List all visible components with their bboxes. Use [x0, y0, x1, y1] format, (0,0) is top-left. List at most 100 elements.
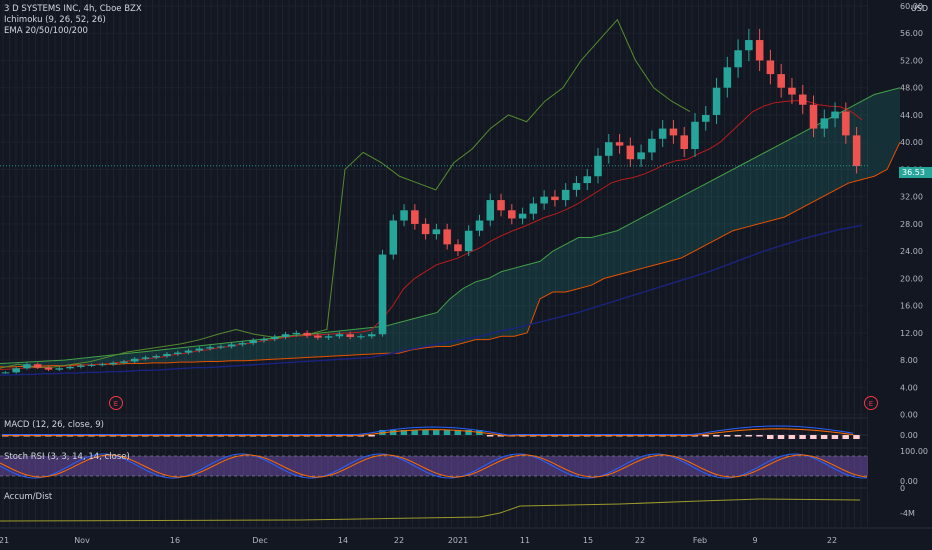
stoch-tick-label: 100.00: [900, 447, 928, 456]
ichimoku-cloud: [0, 87, 900, 367]
candle-body: [163, 353, 171, 357]
earnings-marker-icon[interactable]: E: [109, 396, 123, 410]
macd-histogram-bar: [411, 430, 418, 435]
candle-body: [831, 111, 839, 119]
candle-body: [454, 244, 462, 252]
candle-body: [464, 230, 473, 252]
candle-body: [227, 344, 236, 347]
symbol-title[interactable]: 3 D SYSTEMS INC, 4h, Cboe BZX: [4, 4, 142, 14]
candle-body: [141, 357, 150, 359]
candle-body: [324, 336, 333, 338]
candle-body: [23, 364, 31, 369]
candle-body: [184, 350, 193, 353]
candle-body: [120, 361, 128, 363]
candle-body: [260, 339, 268, 341]
y-tick-label: 20.00: [900, 274, 923, 283]
candle-body: [421, 223, 430, 235]
candle-body: [605, 142, 613, 156]
macd-histogram-bar: [767, 435, 774, 439]
y-tick-label: 12.00: [900, 329, 923, 338]
candle-body: [389, 220, 398, 255]
macd-pane-title[interactable]: MACD (12, 26, close, 9): [4, 420, 104, 430]
x-tick-label: 22: [394, 536, 404, 545]
ema-indicator-label[interactable]: EMA 20/50/100/200: [4, 26, 88, 36]
candle-body: [572, 183, 581, 190]
macd-histogram-bar: [745, 435, 752, 437]
candle-body: [551, 196, 559, 201]
candle-body: [174, 352, 182, 354]
candle-body: [77, 365, 85, 367]
candle-body: [820, 118, 829, 129]
cloud-lower-line: [0, 141, 901, 368]
macd-histogram-bar: [702, 435, 709, 437]
macd-histogram-bar: [842, 435, 849, 439]
candle-body: [109, 362, 117, 365]
candle-body: [637, 152, 645, 160]
macd-histogram-bar: [788, 435, 796, 439]
y-tick-label: 4.00: [900, 383, 918, 392]
candle-body: [33, 364, 42, 368]
x-tick-label: 22: [827, 536, 837, 545]
candle-body: [691, 121, 699, 150]
macd-histogram-bar: [443, 430, 451, 435]
macd-histogram-bar: [433, 430, 440, 435]
candle-body: [12, 368, 20, 373]
candle-body: [44, 367, 53, 370]
x-tick-label: 21: [0, 536, 9, 545]
accum-tick-label: 0: [900, 484, 905, 493]
candle-body: [411, 210, 419, 224]
stoch-tick-label: 0.00: [900, 477, 918, 486]
candle-body: [217, 346, 225, 348]
y-tick-label: 56.00: [900, 29, 923, 38]
accum-dist-pane-title[interactable]: Accum/Dist: [4, 492, 53, 502]
candle-body: [195, 348, 204, 351]
candle-body: [626, 145, 635, 160]
stoch-d-line: [0, 454, 868, 478]
candle-body: [486, 200, 495, 221]
candle-body: [561, 189, 570, 201]
candle-body: [798, 94, 807, 105]
ema-20-line: [0, 100, 863, 371]
macd-histogram-bar: [486, 435, 494, 437]
candle-body: [669, 128, 678, 136]
x-tick-label: 16: [170, 536, 180, 545]
candle-body: [529, 203, 538, 214]
candle-body: [540, 196, 548, 204]
macd-histogram-bar: [734, 435, 742, 437]
candle-body: [658, 128, 667, 139]
candle-body: [777, 74, 785, 88]
candle-body: [518, 213, 527, 219]
candle-body: [712, 87, 721, 115]
macd-histogram-bar: [777, 435, 785, 439]
y-tick-label: 16.00: [900, 302, 923, 311]
macd-line: [2, 425, 854, 436]
accum-dist-line: [0, 498, 861, 522]
candle-body: [734, 50, 742, 68]
candle-body: [766, 60, 775, 75]
macd-signal-line: [2, 428, 854, 437]
candle-body: [809, 104, 818, 129]
candle-body: [745, 40, 753, 51]
candle-body: [680, 135, 688, 150]
y-tick-label: 32.00: [900, 193, 923, 202]
candle-body: [292, 332, 301, 335]
x-tick-label: 15: [583, 536, 593, 545]
macd-histogram-bar: [465, 430, 472, 435]
macd-histogram-bar: [713, 435, 720, 437]
stoch-rsi-pane-title[interactable]: Stoch RSI (3, 3, 14, 14, close): [4, 452, 130, 462]
currency-label[interactable]: USD: [910, 4, 928, 13]
candle-body: [788, 87, 796, 95]
candle-body: [443, 229, 451, 245]
candle-body: [475, 220, 484, 231]
earnings-marker-icon[interactable]: E: [864, 396, 878, 410]
ichimoku-indicator-label[interactable]: Ichimoku (9, 26, 52, 26): [4, 15, 106, 25]
candle-body: [335, 334, 344, 337]
macd-histogram-bar: [368, 435, 375, 437]
candle-body: [367, 334, 376, 337]
candle-body: [648, 138, 656, 153]
candle-body: [87, 364, 96, 366]
cloud-upper-line: [0, 87, 901, 365]
candle-body: [238, 343, 247, 345]
candle-body: [206, 347, 214, 349]
